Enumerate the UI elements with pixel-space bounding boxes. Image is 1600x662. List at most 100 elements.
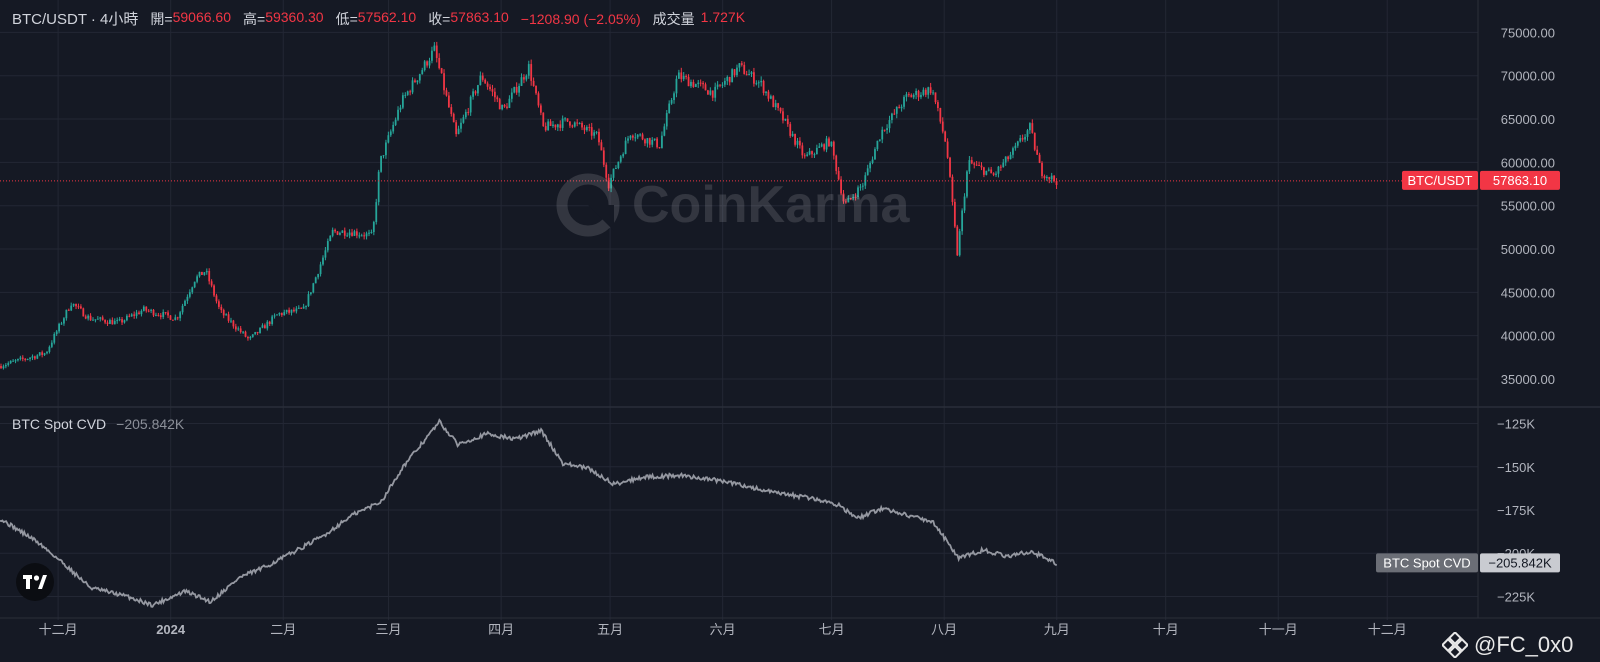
candle-body [934,92,937,103]
candle-body [152,309,155,316]
candle-body [711,90,714,98]
tradingview-logo-icon[interactable] [16,563,54,601]
candle-body [416,80,419,83]
candle-body [41,352,44,355]
candle-body [646,138,649,144]
x-tick-label: 六月 [710,622,736,637]
candle-body [263,325,266,329]
candle-body [7,363,10,365]
candle-body [1031,123,1034,133]
cvd-value: −205.842K [116,416,185,432]
candle-body [874,149,876,160]
candle-body [82,308,85,317]
candle-body [319,264,322,275]
candle-body [506,106,508,108]
candle-body [331,229,334,236]
candle-body [14,360,17,362]
candle-body [1014,145,1017,149]
candle-body [956,226,959,256]
candle-body [830,141,833,147]
candle-body [489,86,491,90]
candle-body [1045,176,1048,179]
candle-body [673,93,675,101]
candle-body [414,80,416,83]
candle-body [927,87,930,95]
candle-body [493,91,496,98]
candle-body [605,164,608,178]
candle-body [736,67,738,76]
candle-body [1007,156,1010,160]
candle-body [949,157,951,177]
candle-body [462,117,465,123]
candle-body [266,321,269,329]
candle-body [685,76,688,78]
candle-body [225,314,228,316]
candle-body [542,112,545,127]
candle-body [438,57,441,69]
candle-body [513,86,516,93]
candle-body [992,173,995,175]
x-tick-label: 五月 [597,622,623,637]
x-tick-label: 七月 [819,622,845,637]
candle-body [803,155,806,157]
candle-body [898,106,901,109]
candle-body [176,317,179,319]
candle-body [990,169,993,174]
candle-body [50,342,53,347]
candle-body [249,336,252,339]
candle-body [142,306,145,311]
cvd-badge-value-bg [1480,553,1560,573]
candle-body [627,138,629,141]
candle-body [184,300,186,306]
candle-body [460,122,462,129]
candle-body [743,64,746,75]
candle-body [728,76,731,83]
candle-body [571,125,574,127]
candle-body [215,295,218,302]
candle-body [866,168,869,176]
candle-body [24,358,27,360]
candle-body [409,91,412,93]
candle-body [510,92,513,99]
candle-body [339,232,341,235]
cvd-title[interactable]: BTC Spot CVD [12,416,107,432]
symbol-title[interactable]: BTC/USDT · 4小時 [12,11,139,28]
candle-body [917,90,920,98]
candle-body [784,118,787,121]
candle-body [38,352,41,356]
candle-body [588,127,591,129]
candle-body [159,315,162,317]
candle-body [941,121,944,132]
candle-body [370,232,373,234]
candle-body [348,232,351,236]
candle-body [682,76,685,80]
candle-body [951,176,954,202]
candle-body [445,90,448,96]
candle-body [283,312,286,316]
candle-body [346,235,349,237]
candle-body [544,126,547,131]
price-change: −1208.90 (−2.05%) [520,11,641,27]
candle-body [653,138,656,141]
candle-body [668,103,671,114]
candle-body [138,312,140,315]
cvd-badge-name-bg [1376,553,1478,573]
candle-body [973,163,976,165]
chart-header: BTC/USDT · 4小時 開= 59066.60 高= 59360.30 低= 5… [12,8,745,30]
candle-body [576,122,579,124]
candle-body [709,90,712,95]
candle-body [615,167,617,169]
candle-body [33,356,36,359]
candle-body [648,138,651,145]
candle-body [782,111,784,121]
candle-body [217,301,220,307]
candle-body [556,124,559,128]
candle-body [2,366,5,369]
candle-body [595,131,598,133]
candle-body [133,314,136,316]
candle-body [401,95,404,108]
candle-body [612,168,615,178]
candle-body [271,316,274,325]
candle-body [443,73,445,91]
